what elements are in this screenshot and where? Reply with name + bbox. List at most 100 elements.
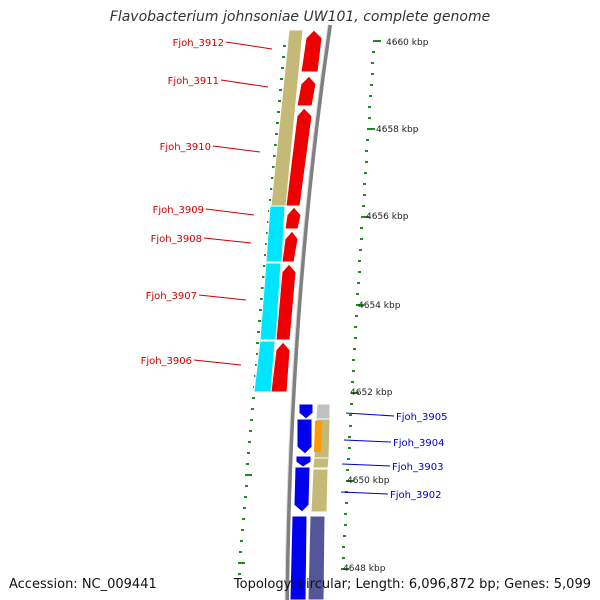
tick-mark bbox=[278, 100, 281, 102]
tick-mark bbox=[341, 568, 349, 570]
tick-mark bbox=[239, 551, 242, 553]
tick-mark bbox=[244, 496, 247, 498]
gene-segment-purple bbox=[307, 515, 326, 600]
tick-mark bbox=[367, 128, 375, 130]
tick-mark bbox=[346, 480, 354, 482]
tick-mark bbox=[264, 254, 267, 256]
tick-mark bbox=[370, 84, 373, 86]
leader-lines bbox=[193, 41, 395, 495]
tick-mark bbox=[354, 337, 357, 339]
tick-mark bbox=[249, 430, 252, 432]
tick-mark bbox=[355, 315, 358, 317]
tick-mark bbox=[247, 452, 250, 454]
gene-segment-khaki-right-3 bbox=[310, 468, 329, 513]
tick-mark bbox=[358, 271, 361, 273]
gene-arrow-fjoh-3902 bbox=[293, 466, 311, 513]
kbp-label: 4650 kbp bbox=[347, 476, 390, 486]
leader-line-fjoh-3904 bbox=[343, 439, 392, 443]
tick-mark bbox=[282, 56, 285, 58]
gene-label: Fjoh_3902 bbox=[390, 490, 441, 501]
tick-mark bbox=[277, 111, 280, 113]
gene-arrow-fjoh-3911 bbox=[296, 75, 317, 107]
tick-mark bbox=[365, 161, 368, 163]
gene-segment-cyan-1 bbox=[265, 205, 286, 263]
tick-mark bbox=[361, 216, 369, 218]
tick-mark bbox=[342, 557, 345, 559]
tick-mark bbox=[362, 205, 365, 207]
tick-mark bbox=[364, 172, 367, 174]
tick-mark bbox=[281, 67, 284, 69]
tick-mark bbox=[351, 381, 354, 383]
tick-mark bbox=[270, 188, 273, 190]
gene-arrow-fjoh-3909 bbox=[284, 206, 302, 230]
tick-mark bbox=[348, 447, 351, 449]
tick-mark bbox=[371, 73, 374, 75]
kbp-label: 4656 kbp bbox=[366, 212, 409, 222]
tick-mark bbox=[344, 524, 347, 526]
gene-label: Fjoh_3910 bbox=[160, 142, 211, 153]
leader-line-fjoh-3908 bbox=[203, 237, 252, 244]
tick-mark bbox=[248, 441, 251, 443]
leader-line-fjoh-3911 bbox=[220, 79, 269, 88]
gene-label: Fjoh_3908 bbox=[151, 234, 202, 245]
leader-line-fjoh-3909 bbox=[205, 208, 255, 216]
right-track-inner bbox=[289, 403, 314, 600]
genome-backbone bbox=[285, 24, 332, 600]
gene-label: Fjoh_3907 bbox=[146, 291, 197, 302]
tick-mark bbox=[256, 353, 259, 355]
tick-mark bbox=[250, 419, 253, 421]
tick-mark bbox=[360, 227, 363, 229]
gene-arrow-fjoh-3912 bbox=[300, 29, 323, 73]
tick-mark bbox=[351, 392, 359, 394]
gene-label: Fjoh_3909 bbox=[153, 205, 204, 216]
tick-mark bbox=[265, 243, 268, 245]
gene-label: Fjoh_3904 bbox=[393, 438, 444, 449]
tick-mark bbox=[342, 546, 345, 548]
left-track-inner bbox=[270, 29, 323, 393]
tick-mark bbox=[365, 150, 368, 152]
tick-mark bbox=[350, 403, 353, 405]
tick-mark bbox=[246, 463, 249, 465]
leader-line-fjoh-3903 bbox=[341, 463, 391, 467]
tick-mark bbox=[273, 155, 276, 157]
genome-backbone-highlight bbox=[284, 24, 329, 600]
gene-label: Fjoh_3905 bbox=[396, 412, 447, 423]
tick-mark bbox=[368, 117, 371, 119]
gene-label: Fjoh_3912 bbox=[173, 38, 224, 49]
gene-label: Fjoh_3911 bbox=[168, 76, 219, 87]
tick-mark bbox=[356, 293, 359, 295]
tick-mark bbox=[266, 232, 269, 234]
gene-arrow-fjoh-3905 bbox=[298, 403, 314, 420]
tick-mark bbox=[238, 573, 241, 575]
tick-mark bbox=[366, 139, 369, 141]
leader-line-fjoh-3905 bbox=[345, 412, 395, 417]
tick-mark bbox=[359, 249, 362, 251]
tick-mark bbox=[258, 320, 261, 322]
tick-mark bbox=[354, 326, 357, 328]
tick-mark bbox=[242, 518, 245, 520]
tick-mark bbox=[360, 238, 363, 240]
leader-line-fjoh-3910 bbox=[212, 145, 261, 153]
gene-segment-orange bbox=[314, 421, 322, 452]
gene-segment-grey bbox=[315, 403, 331, 420]
gene-arrow-fjoh-3907 bbox=[275, 263, 297, 341]
tick-mark bbox=[352, 370, 355, 372]
tick-mark bbox=[238, 562, 245, 564]
kbp-label: 4648 kbp bbox=[343, 564, 386, 574]
genome-title: Flavobacterium johnsoniae UW101, complet… bbox=[109, 9, 491, 25]
tick-mark bbox=[356, 304, 364, 306]
kbp-labels: 4660 kbp 4658 kbp 4656 kbp 4654 kbp 4652… bbox=[343, 38, 429, 574]
tick-mark bbox=[349, 425, 352, 427]
gene-segment-khaki-right-2 bbox=[312, 457, 330, 469]
tick-mark bbox=[358, 260, 361, 262]
tick-mark bbox=[274, 144, 277, 146]
tick-mark bbox=[243, 507, 246, 509]
tick-mark bbox=[352, 359, 355, 361]
tick-mark bbox=[343, 535, 346, 537]
gene-arrow-fjoh-3903 bbox=[295, 455, 312, 468]
tick-mark bbox=[269, 199, 272, 201]
right-track-outer bbox=[307, 403, 331, 600]
tick-mark bbox=[368, 106, 371, 108]
leader-line-fjoh-3907 bbox=[198, 294, 247, 301]
